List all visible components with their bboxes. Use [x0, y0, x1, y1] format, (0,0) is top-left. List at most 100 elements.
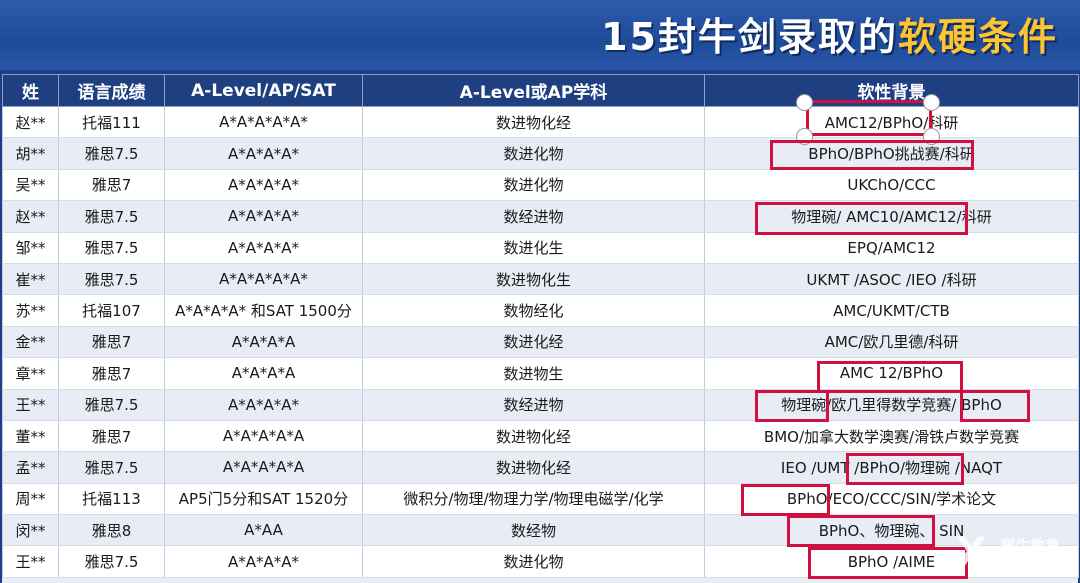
cell-background: BPhO/ECO/CCC/SIN/学术论文: [704, 483, 1079, 516]
cell-subjects: 数进物生: [362, 357, 705, 390]
cell-background: EPQ/AMC12: [704, 232, 1079, 264]
cell-name: 赵**: [2, 106, 59, 139]
cell-subjects: 数进化经: [362, 326, 705, 359]
cell-name: 王**: [2, 545, 59, 578]
page-title: 15封牛剑录取的软硬条件: [601, 6, 1058, 61]
header-language: 语言成绩: [58, 74, 165, 107]
cell-background: AMC/UKMT/CTB: [704, 294, 1079, 327]
cell-background: BPhO /AIME: [704, 545, 1079, 578]
cell-background: BPhO/BPhO挑战赛/科研: [704, 137, 1079, 170]
cell-test-scores: A*A*A*A*: [164, 232, 363, 264]
cell-name: 闵**: [2, 514, 59, 547]
cell-name: 崔**: [2, 263, 59, 296]
cell-language-score: 雅思7: [58, 357, 165, 390]
cell-test-scores: A*A*A*A: [164, 357, 363, 390]
cell-subjects: 数经物: [362, 514, 705, 547]
header-subjects: A-Level或AP学科: [362, 74, 705, 107]
cell-background: UKChO/CCC: [704, 169, 1079, 202]
cell-language-score: 雅思7: [58, 420, 165, 453]
cell-language-score: 雅思7.5: [58, 389, 165, 421]
cell-test-scores: A*A*A*A*A*: [164, 263, 363, 296]
cell-test-scores: A*A*A*A*: [164, 545, 363, 578]
cell-test-scores: A*AA: [164, 514, 363, 547]
cell-name: 金**: [2, 326, 59, 359]
cell-subjects: 数进物化经: [362, 420, 705, 453]
cell-subjects: 数经进物: [362, 389, 705, 421]
cell-subjects: 数物经化: [362, 294, 705, 327]
cell-language-score: 雅思7.5: [58, 451, 165, 484]
cell-name: 吴**: [2, 169, 59, 202]
table-row: 赵** 雅思7.5 A*A*A*A* 数经进物 物理碗/ AMC10/AMC12/科研: [2, 200, 1079, 233]
selection-handle[interactable]: [796, 128, 813, 145]
table-row: 吴** 雅思7 A*A*A*A* 数进化物 UKChO/CCC: [2, 169, 1079, 202]
cell-name: 苏**: [2, 294, 59, 327]
cell-test-scores: A*A*A*A*A: [164, 451, 363, 484]
watermark-logo: X 犀牛教育 X-NEW: [956, 531, 1074, 577]
logo-x-icon: X: [956, 530, 987, 576]
cell-test-scores: A*A*A*A: [164, 326, 363, 359]
cell-test-scores: A*A*A*A*: [164, 200, 363, 233]
admissions-table: 姓 语言成绩 A-Level/AP/SAT A-Level或AP学科 软性背景 …: [2, 74, 1079, 583]
table-row: 王** 雅思7.5 A*A*A*A* 数经进物 物理碗/欧几里得数学竞赛/ BPhO: [2, 389, 1079, 421]
cell-background: UKMT /ASOC /IEO /科研: [704, 263, 1079, 296]
table-row: 闵** 雅思8 A*AA 数经物 BPhO、物理碗、 SIN: [2, 514, 1079, 547]
title-main: 15封牛剑录取的: [601, 15, 898, 59]
cell-background: IEO /UMT /BPhO/物理碗 /NAQT: [704, 451, 1079, 484]
cell-name: 胡**: [2, 137, 59, 170]
cell-name: 邹**: [2, 232, 59, 264]
cell-subjects: 微积分/物理/物理力学/物理电磁学/化学: [362, 483, 705, 516]
selection-handle[interactable]: [923, 94, 940, 111]
cell-test-scores: A*A*A*A*: [164, 389, 363, 421]
cell-background: AMC 12/BPhO: [704, 357, 1079, 390]
cell-language-score: 雅思7.5: [58, 200, 165, 233]
cell-test-scores: A*A*A*A*A*: [164, 106, 363, 139]
cell-subjects: 数进化物: [362, 169, 705, 202]
cell-background: AMC/欧几里德/科研: [704, 326, 1079, 359]
table-row: 胡** 雅思7.5 A*A*A*A* 数进化物 BPhO/BPhO挑战赛/科研: [2, 137, 1079, 170]
header-background: 软性背景: [704, 74, 1079, 107]
table-row: 孟** 雅思7.5 A*A*A*A*A 数进物化经 IEO /UMT /BPhO/物理碗…: [2, 451, 1079, 484]
cell-language-score: 雅思7.5: [58, 263, 165, 296]
cell-subjects: 数进物化生: [362, 263, 705, 296]
cell-background: BPhO、物理碗、 SIN: [704, 514, 1079, 547]
cell-test-scores: A*A*A*A*A: [164, 420, 363, 453]
cell-language-score: 托福113: [58, 483, 165, 516]
cell-subjects: 数进物化经: [362, 106, 705, 139]
cell-subjects: 数进化物: [362, 545, 705, 578]
cell-background: 物理碗/ AMC10/AMC12/科研: [704, 200, 1079, 233]
logo-text: 犀牛教育: [1000, 537, 1061, 555]
cell-language-score: 雅思8: [58, 514, 165, 547]
table-row: 苏** 托福107 A*A*A*A* 和SAT 1500分 数物经化 AMC/UKMT/…: [2, 294, 1079, 327]
cell-language-score: 雅思7: [58, 169, 165, 202]
table-row: 章** 雅思7 A*A*A*A 数进物生 AMC 12/BPhO: [2, 357, 1079, 390]
table-row: 赵** 托福111 A*A*A*A*A* 数进物化经 AMC12/BPhO/科研: [2, 106, 1079, 139]
cell-name: 孟**: [2, 451, 59, 484]
cell-subjects: 数经进物: [362, 200, 705, 233]
header-name: 姓: [2, 74, 59, 107]
cell-name: 王**: [2, 389, 59, 421]
table-row: 周** 托福113 AP5门5分和SAT 1520分 微积分/物理/物理力学/物理电磁…: [2, 483, 1079, 516]
cell-subjects: 数进化生: [362, 232, 705, 264]
header-scores: A-Level/AP/SAT: [164, 74, 363, 107]
cell-language-score: 雅思7.5: [58, 137, 165, 170]
title-highlight: 软硬条件: [897, 15, 1058, 59]
selection-handle[interactable]: [923, 128, 940, 145]
cell-test-scores: AP5门5分和SAT 1520分: [164, 483, 363, 516]
table-row: 王** 雅思7.5 A*A*A*A* 数进化物 BPhO /AIME: [2, 545, 1079, 578]
table-header-row: 姓 语言成绩 A-Level/AP/SAT A-Level或AP学科 软性背景: [2, 74, 1079, 107]
table-row: 崔** 雅思7.5 A*A*A*A*A* 数进物化生 UKMT /ASOC /IEO /…: [2, 263, 1079, 296]
selection-handle[interactable]: [796, 94, 813, 111]
cell-background: BMO/加拿大数学澳赛/滑铁卢数学竞赛: [704, 420, 1079, 453]
cell-language-score: 雅思7: [58, 326, 165, 359]
cell-subjects: 数进化物: [362, 137, 705, 170]
cell-name: 赵**: [2, 200, 59, 233]
cell-test-scores: A*A*A*A*: [164, 137, 363, 170]
cell-test-scores: A*A*A*A*: [164, 169, 363, 202]
table-row: 邹** 雅思7.5 A*A*A*A* 数进化生 EPQ/AMC12: [2, 232, 1079, 264]
cell-language-score: 托福111: [58, 106, 165, 139]
cell-name: 章**: [2, 357, 59, 390]
table-row: 金** 雅思7 A*A*A*A 数进化经 AMC/欧几里德/科研: [2, 326, 1079, 359]
cell-test-scores: A*A*A*A* 和SAT 1500分: [164, 294, 363, 327]
cell-language-score: 托福107: [58, 294, 165, 327]
cell-background: 物理碗/欧几里得数学竞赛/ BPhO: [704, 389, 1079, 421]
